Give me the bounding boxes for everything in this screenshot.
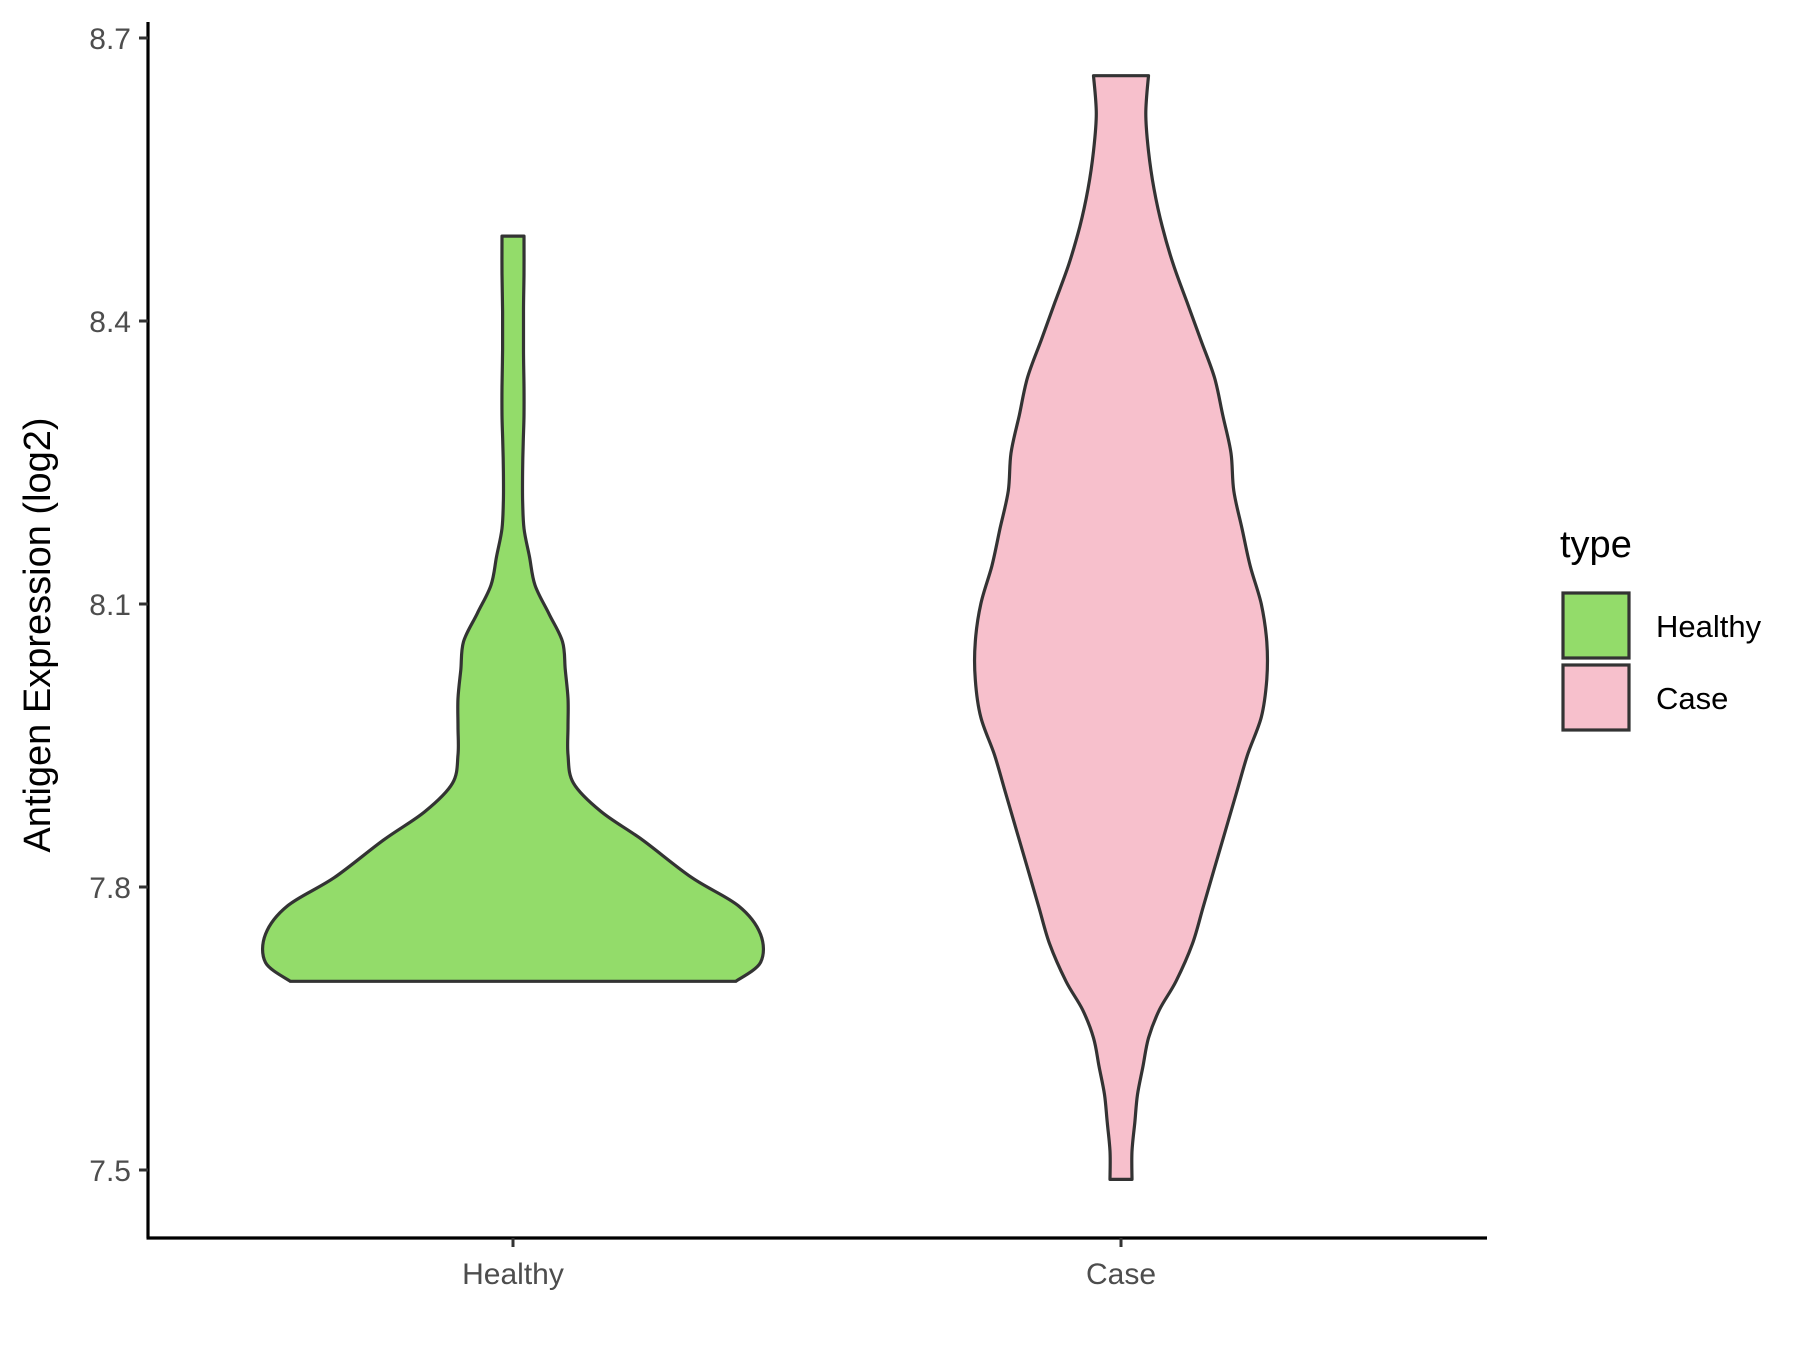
x-tick-label: Healthy	[462, 1258, 564, 1291]
legend-label-healthy: Healthy	[1656, 609, 1762, 644]
violin-healthy	[260, 234, 766, 983]
y-axis-title: Antigen Expression (log2)	[17, 417, 59, 852]
y-tick-label: 8.7	[89, 23, 131, 56]
y-tick-label: 7.8	[89, 872, 131, 905]
violin-case	[972, 74, 1270, 1181]
legend-key-healthy	[1561, 591, 1631, 660]
legend-label-case: Case	[1656, 681, 1728, 716]
y-tick-label: 8.1	[89, 589, 131, 622]
legend-items: Healthy Case	[1561, 591, 1762, 732]
y-tick-label: 8.4	[89, 306, 131, 339]
legend-key-case	[1561, 663, 1631, 732]
y-axis: 7.5 7.8 8.1 8.4 8.7	[89, 22, 150, 1238]
legend-title: type	[1560, 524, 1632, 566]
y-tick-label: 7.5	[89, 1155, 131, 1188]
x-axis: Healthy Case	[146, 1236, 1487, 1291]
violins	[260, 74, 1270, 1181]
legend: type Healthy Case	[1560, 524, 1762, 732]
x-tick-label: Case	[1086, 1258, 1156, 1291]
